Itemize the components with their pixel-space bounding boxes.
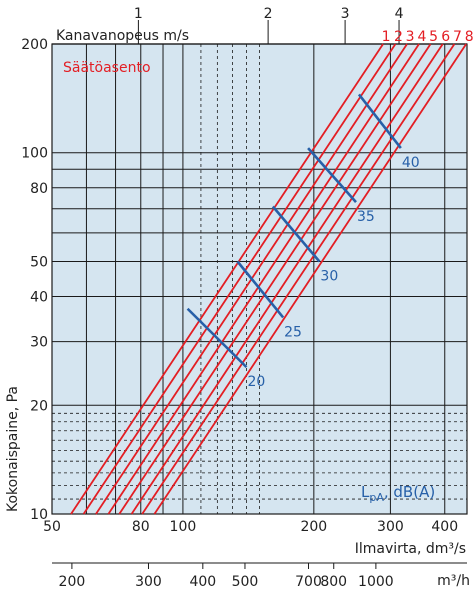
noise-label-value: 20 <box>247 374 265 390</box>
x-tick-label: 400 <box>431 519 458 535</box>
series-line-2 <box>82 43 397 515</box>
m3h-tick-label: 500 <box>232 574 259 590</box>
x-tick-label: 300 <box>377 519 404 535</box>
noise-label-value: 40 <box>402 155 420 171</box>
m3h-tick-label: 200 <box>59 574 86 590</box>
y-tick-label: 50 <box>30 254 48 270</box>
x-axis-label: Ilmavirta, dm³/s <box>355 541 466 557</box>
series-line-4 <box>107 43 420 515</box>
x-tick-label: 80 <box>132 519 150 535</box>
series-label: 2 <box>394 29 403 45</box>
y-tick-label: 100 <box>21 146 48 162</box>
noise-line <box>271 205 321 263</box>
x-tick-label: 200 <box>300 519 327 535</box>
y-tick-label: 80 <box>30 181 48 197</box>
noise-label-value: 35 <box>357 209 375 225</box>
noise-level-lines: 20 25 30 35 40 <box>186 93 420 390</box>
noise-line <box>357 93 402 149</box>
series-label: 8 <box>465 29 474 45</box>
y-tick-label: 30 <box>30 335 48 351</box>
series-line-7 <box>141 43 456 515</box>
bottom-axis-unit: m³/h <box>437 573 470 589</box>
noise-line <box>186 307 248 369</box>
m3h-tick-label: 300 <box>135 574 162 590</box>
m3h-tick-label: 1000 <box>358 574 394 590</box>
noise-line <box>307 147 357 203</box>
series-line-5 <box>118 43 432 515</box>
top-tick-label: 3 <box>341 6 350 22</box>
series-label: 5 <box>429 29 438 45</box>
series-label: 1 <box>382 29 391 45</box>
series-line-1 <box>70 43 384 515</box>
top-axis-label: Kanavanopeus m/s <box>56 28 189 44</box>
legend-title: Säätöasento <box>63 60 151 76</box>
series-label: 7 <box>453 29 462 45</box>
m3h-tick-label: 700 <box>295 574 322 590</box>
x-tick-label: 50 <box>43 519 61 535</box>
noise-line <box>236 260 285 319</box>
y-tick-label: 20 <box>30 398 48 414</box>
y-tick-label: 200 <box>21 37 48 53</box>
m3h-tick-label: 400 <box>189 574 216 590</box>
y-tick-label: 10 <box>30 507 48 523</box>
grid <box>51 20 468 515</box>
series-line-8 <box>153 43 467 515</box>
top-tick-label: 4 <box>395 6 404 22</box>
series-line-6 <box>130 43 444 515</box>
x-tick-label: 100 <box>170 519 197 535</box>
series-label: 4 <box>418 29 427 45</box>
y-tick-label: 40 <box>30 290 48 306</box>
noise-label: LpA, dB(A) <box>361 483 435 504</box>
y-axis-label: Kokonaispaine, Pa <box>5 386 21 512</box>
m3h-tick-label: 800 <box>320 574 347 590</box>
top-tick-label: 2 <box>264 6 273 22</box>
noise-label-value: 25 <box>284 324 302 340</box>
series-label: 6 <box>441 29 450 45</box>
top-tick-label: 1 <box>134 6 143 22</box>
noise-label-value: 30 <box>320 268 338 284</box>
series-label: 3 <box>406 29 415 45</box>
